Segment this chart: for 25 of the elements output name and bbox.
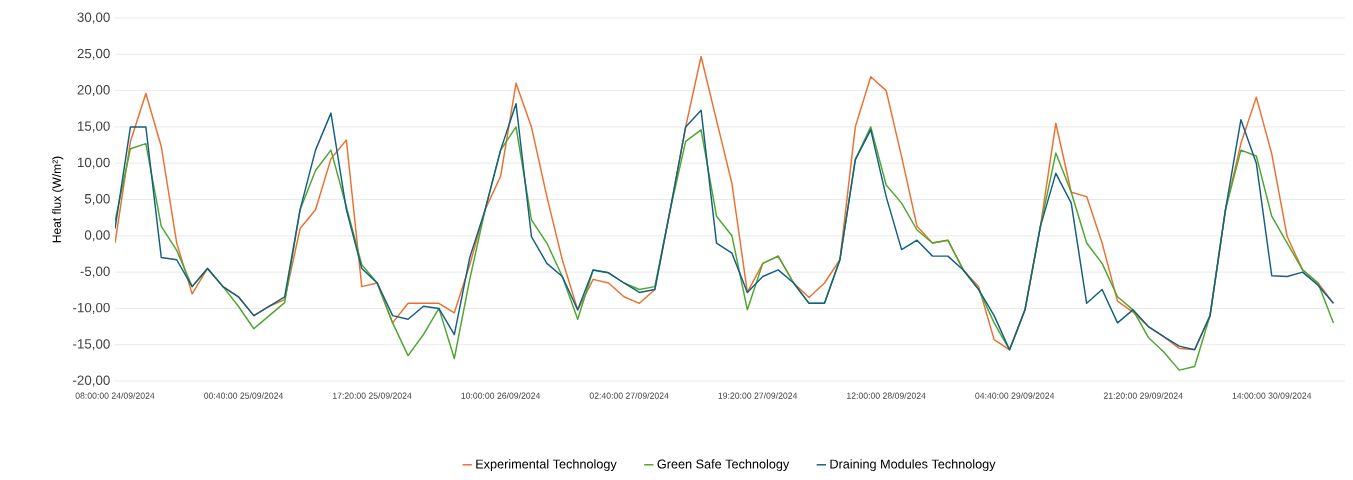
y-tick-label: -10,00 [73,302,110,314]
legend-label: Draining Modules Technology [830,459,996,472]
x-tick-label: 00:40:00 25/09/2024 [204,392,284,399]
y-tick-label: 10,00 [77,157,110,169]
x-tick-label: 17:20:00 25/09/2024 [332,392,412,399]
y-tick-label: -5,00 [80,266,110,278]
y-tick-label: 5,00 [84,194,110,206]
x-tick-label: 21:20:00 29/09/2024 [1103,392,1183,399]
x-tick-label: 14:00:00 30/09/2024 [1232,392,1312,399]
y-tick-label: 15,00 [77,121,110,133]
legend-label: Experimental Technology [476,459,617,472]
y-tick-label: -20,00 [73,375,110,387]
y-axis-title: Heat flux (W/m²) [52,156,64,243]
legend-label: Green Safe Technology [657,459,790,472]
x-tick-label: 04:40:00 29/09/2024 [975,392,1055,399]
x-tick-label: 08:00:00 24/09/2024 [75,392,155,399]
x-tick-label: 12:00:00 28/09/2024 [847,392,926,399]
y-tick-label: 25,00 [77,48,110,60]
y-tick-label: 30,00 [77,12,110,24]
y-tick-label: 20,00 [77,85,110,97]
x-tick-label: 19:20:00 27/09/2024 [718,392,798,399]
x-tick-label: 02:40:00 27/09/2024 [589,392,669,399]
y-tick-label: -15,00 [73,339,110,351]
x-tick-label: 10:00:00 26/09/2024 [461,392,541,399]
y-tick-label: 0,00 [84,230,110,242]
